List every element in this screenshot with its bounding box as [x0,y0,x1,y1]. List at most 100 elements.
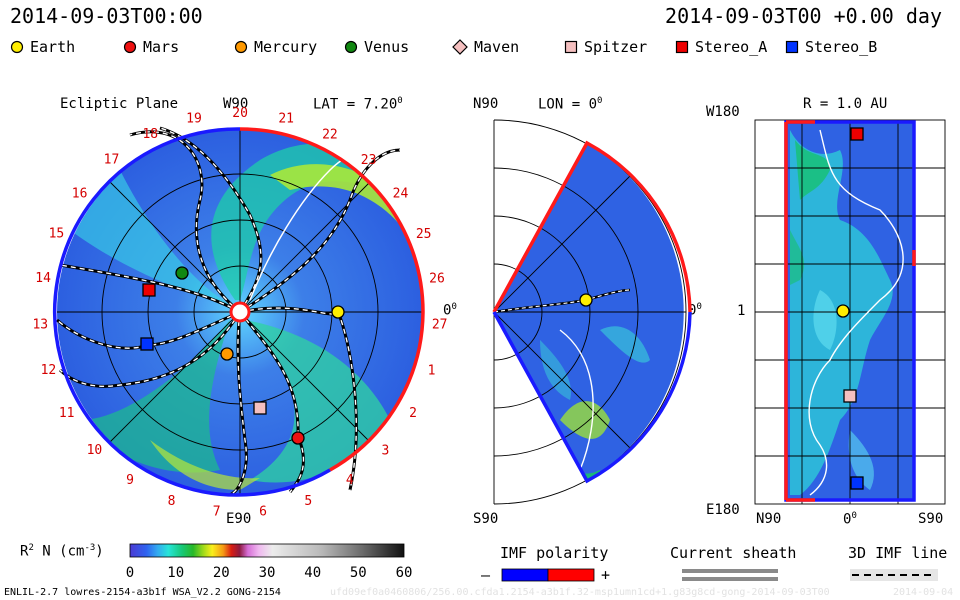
radial-r-label: R = 1.0 AU [803,96,888,112]
legend-mars: Mars [123,38,179,56]
stereo-a-marker-icon [675,40,689,54]
carrington-tick-label: 1 [428,364,436,379]
radial-stereo-b-marker [850,476,864,490]
imf-polarity-legend [501,568,595,582]
legend-label: Mercury [254,38,318,56]
boundary-positive [239,127,425,313]
colorbar-label: R2 N (cm-3) [20,543,104,560]
carrington-tick-label: 17 [104,153,120,168]
earth-marker [331,305,345,319]
legend-earth: Earth [10,38,75,56]
legend-label: Earth [30,38,76,56]
carrington-tick-label: 6 [259,505,267,520]
body-legend: Earth Mars Mercury Venus Maven Spitzer S… [10,38,950,60]
ecliptic-right-label: 00 [443,302,457,319]
carrington-tick-label: 23 [361,153,377,168]
carrington-tick-label: 4 [346,473,354,488]
boundary-negative [52,127,331,497]
colorbar-tick-label: 40 [304,565,321,581]
stereo-b-marker-icon [785,40,799,54]
legend-label: Mars [143,38,180,56]
imf-positive-swatch [547,568,595,582]
colorbar-ticks: 0 10 20 30 40 50 60 [126,565,413,581]
colorbar-tick-label: 50 [350,565,367,581]
carrington-tick-label: 2 [409,406,417,421]
meridional-current-sheet [559,329,594,471]
carrington-tick-label: 15 [49,227,65,242]
ecliptic-bottom-label: E90 [226,511,252,527]
radial-current-sheet [808,129,904,496]
footer-model: ENLIL-2.7 lowres-2154-a3b1f WSA_V2.2 GON… [4,587,281,598]
imf-minus-label: – [481,566,491,584]
colorbar-tick-label: 20 [213,565,230,581]
meridional-boundary-negative [492,311,692,484]
radial-earth-marker [836,304,850,318]
radial-panel [754,119,946,505]
imf-negative-swatch [501,568,549,582]
carrington-tick-label: 7 [213,505,221,520]
earth-marker-icon [10,40,24,54]
ecliptic-plane-panel: 19 20 212223242526271234567891011121314151… [32,106,447,520]
legend-label: Stereo_B [805,38,878,56]
radial-bottom-n-label: N90 [756,511,782,527]
carrington-tick-label: 24 [393,187,409,202]
carrington-tick-label: 14 [35,271,51,286]
maven-marker-icon [452,39,468,55]
carrington-tick-label: 16 [72,187,88,202]
ecliptic-top-label: W90 [223,96,249,112]
meridional-top-label: N90 [473,96,499,112]
carrington-ticks: 19 20 212223242526271234567891011121314151… [32,106,447,520]
meridional-boundary-positive [492,140,692,313]
carrington-tick-label: 25 [416,227,432,242]
ecliptic-lat-label: LAT = 7.200 [313,96,403,113]
timestamp-right: 2014-09-03T00 +0.00 day [665,4,942,28]
legend-venus: Venus [344,38,409,56]
sun-icon [229,301,251,323]
footer-run-id: ufd09ef0a0460806/256.00.cfda1.2154-a3b1f… [330,587,830,598]
radial-spitzer-marker [843,389,857,403]
carrington-tick-label: 26 [429,271,445,286]
carrington-tick-label: 9 [126,473,134,488]
radial-top-left-label: W180 [706,104,740,120]
imf-polarity-title: IMF polarity [500,544,609,562]
mars-marker [291,431,305,445]
current-sheath-title: Current sheath [670,544,797,562]
radial-grid [754,119,946,505]
colorbar-tick-label: 30 [259,565,276,581]
meridional-structures [540,326,650,481]
carrington-tick-label: 10 [87,443,103,458]
footer-date: 2014-09-04 [893,587,954,598]
legend-mercury: Mercury [234,38,317,56]
mercury-marker [220,347,234,361]
radial-bottom-mid-label: 00 [843,511,857,528]
carrington-tick-label: 13 [32,318,48,333]
carrington-tick-label: 3 [381,443,389,458]
imf-line-title: 3D IMF line [848,544,948,562]
colorbar-tick-label: 60 [396,565,413,581]
venus-marker [175,266,189,280]
timestamp-left: 2014-09-03T00:00 [10,4,203,28]
carrington-tick-label: 20 [232,106,248,121]
stereo-b-marker [140,337,154,351]
carrington-tick-label: 12 [41,363,57,378]
spitzer-marker [253,401,267,415]
legend-stereo-b: Stereo_B [785,38,877,56]
legend-maven: Maven [452,38,519,56]
colorbar-tick-label: 0 [126,565,134,581]
spitzer-marker-icon [564,40,578,54]
mars-marker-icon [123,40,137,54]
venus-marker-icon [344,40,358,54]
imf-plus-label: + [601,566,611,584]
meridional-panel [492,119,692,505]
radial-bottom-s-label: S90 [918,511,944,527]
legend-stereo-a: Stereo_A [675,38,767,56]
current-sheet [249,145,411,301]
carrington-tick-label: 8 [168,494,176,509]
mercury-marker-icon [234,40,248,54]
legend-label: Stereo_A [695,38,768,56]
meridional-bottom-label: S90 [473,511,499,527]
carrington-tick-label: 21 [278,111,294,126]
carrington-tick-label: 22 [322,127,338,142]
ecliptic-title: Ecliptic Plane [60,96,179,112]
